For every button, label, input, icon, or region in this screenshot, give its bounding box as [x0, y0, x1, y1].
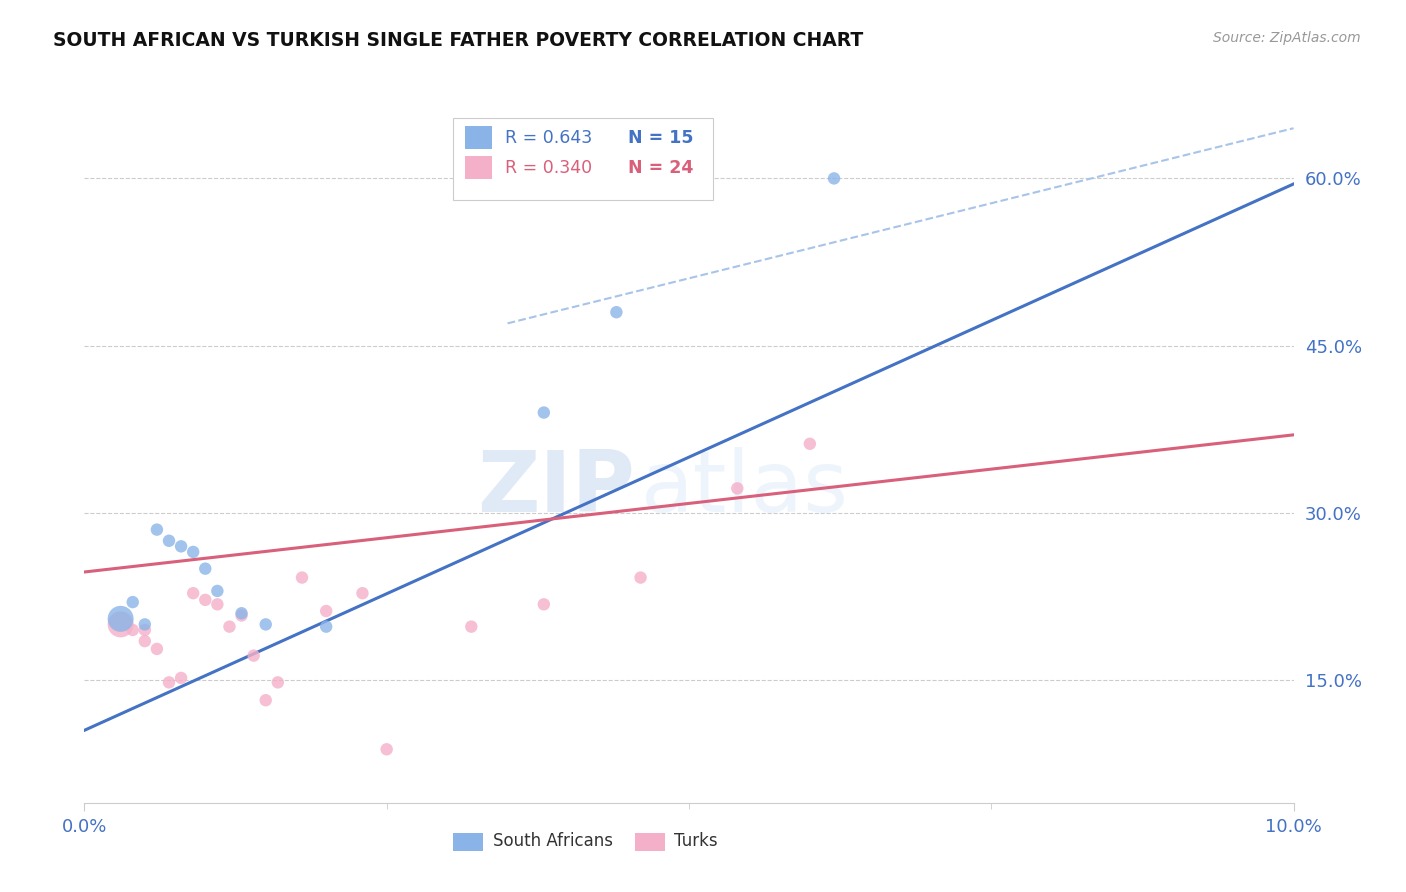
Point	[375, 742, 398, 756]
Point	[157, 675, 180, 690]
Point	[254, 693, 277, 707]
Point	[207, 583, 229, 598]
Text: SOUTH AFRICAN VS TURKISH SINGLE FATHER POVERTY CORRELATION CHART: SOUTH AFRICAN VS TURKISH SINGLE FATHER P…	[53, 31, 863, 50]
Point	[146, 523, 169, 537]
Point	[207, 598, 229, 612]
Point	[110, 612, 132, 626]
Point	[315, 619, 337, 633]
Text: Source: ZipAtlas.com: Source: ZipAtlas.com	[1213, 31, 1361, 45]
Point	[218, 619, 240, 633]
Point	[146, 642, 169, 657]
Point	[267, 675, 290, 690]
Text: N = 15: N = 15	[628, 128, 695, 146]
Point	[630, 571, 652, 585]
FancyBboxPatch shape	[453, 833, 484, 851]
Text: Turks: Turks	[675, 831, 718, 849]
Text: R = 0.340: R = 0.340	[505, 159, 592, 177]
Point	[194, 562, 217, 576]
Point	[315, 604, 337, 618]
Point	[605, 305, 627, 319]
Point	[157, 533, 180, 548]
Point	[725, 481, 748, 495]
FancyBboxPatch shape	[465, 127, 492, 149]
Text: South Africans: South Africans	[494, 831, 613, 849]
Point	[799, 436, 821, 450]
Text: atlas: atlas	[641, 447, 849, 531]
Point	[134, 623, 156, 637]
Point	[181, 586, 204, 600]
Text: R = 0.643: R = 0.643	[505, 128, 592, 146]
Point	[170, 539, 193, 553]
Point	[121, 623, 143, 637]
Point	[110, 617, 132, 632]
Point	[460, 619, 482, 633]
Point	[823, 171, 845, 186]
Point	[134, 634, 156, 648]
Point	[254, 617, 277, 632]
Point	[231, 608, 253, 623]
Point	[231, 607, 253, 621]
Text: ZIP: ZIP	[477, 447, 634, 531]
FancyBboxPatch shape	[634, 833, 665, 851]
Point	[533, 405, 555, 419]
Point	[194, 592, 217, 607]
Text: N = 24: N = 24	[628, 159, 693, 177]
Point	[170, 671, 193, 685]
Point	[181, 545, 204, 559]
FancyBboxPatch shape	[465, 156, 492, 179]
Point	[242, 648, 264, 663]
Point	[533, 598, 555, 612]
Point	[352, 586, 374, 600]
FancyBboxPatch shape	[453, 118, 713, 200]
Point	[121, 595, 143, 609]
Point	[134, 617, 156, 632]
Point	[291, 571, 314, 585]
